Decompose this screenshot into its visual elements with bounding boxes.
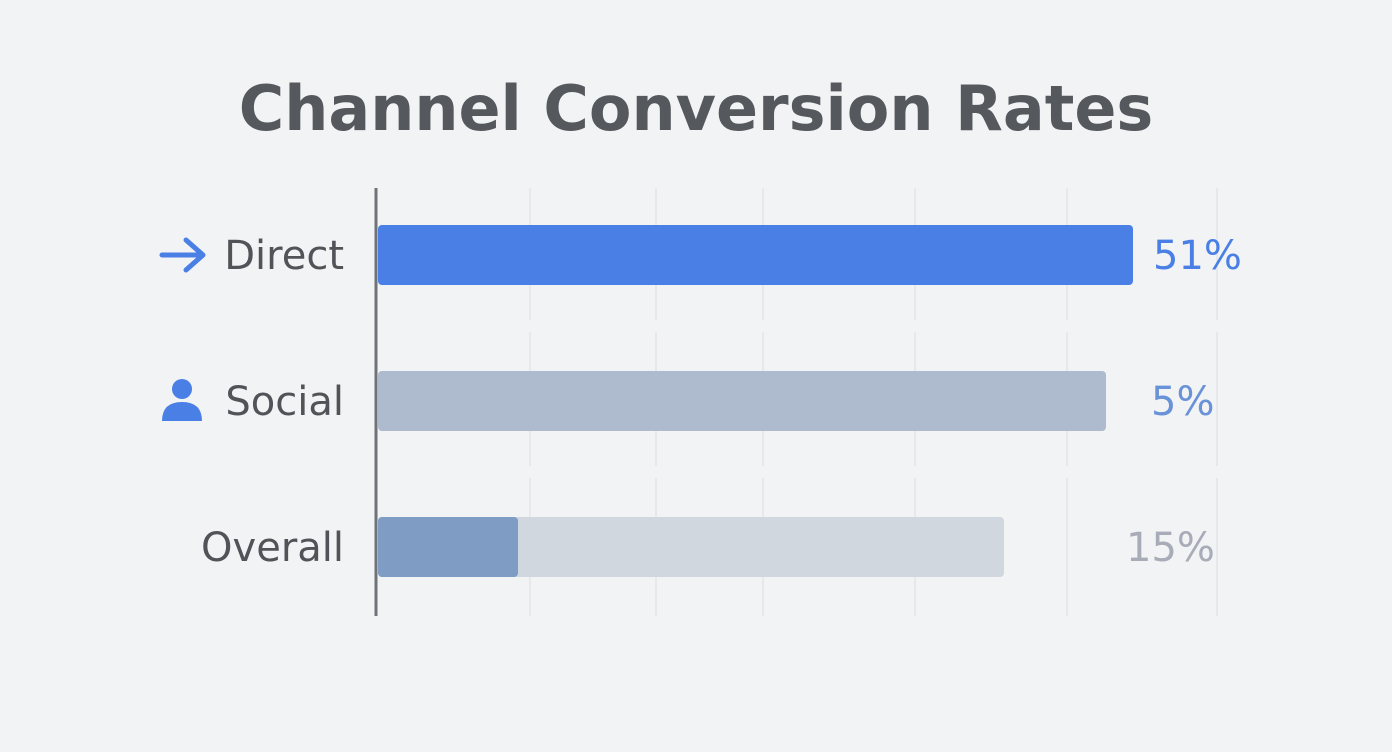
chart-title: Channel Conversion Rates bbox=[239, 72, 1154, 145]
category-labels: Direct Social Overall bbox=[159, 233, 344, 571]
bar-direct bbox=[378, 225, 1133, 285]
value-label-overall: 15% bbox=[1126, 525, 1215, 571]
category-label-overall: Overall bbox=[201, 525, 344, 571]
value-labels: 51% 5% 15% bbox=[1126, 233, 1242, 571]
arrow-right-icon bbox=[159, 237, 206, 273]
bar-social bbox=[378, 371, 1106, 431]
value-label-social: 5% bbox=[1151, 379, 1214, 425]
value-label-direct: 51% bbox=[1153, 233, 1242, 279]
person-icon bbox=[162, 379, 202, 421]
bar-overall-fill bbox=[378, 517, 518, 577]
category-label-social: Social bbox=[225, 379, 344, 425]
bars bbox=[378, 225, 1133, 577]
bar-overall bbox=[378, 517, 1004, 577]
category-label-direct: Direct bbox=[224, 233, 344, 279]
